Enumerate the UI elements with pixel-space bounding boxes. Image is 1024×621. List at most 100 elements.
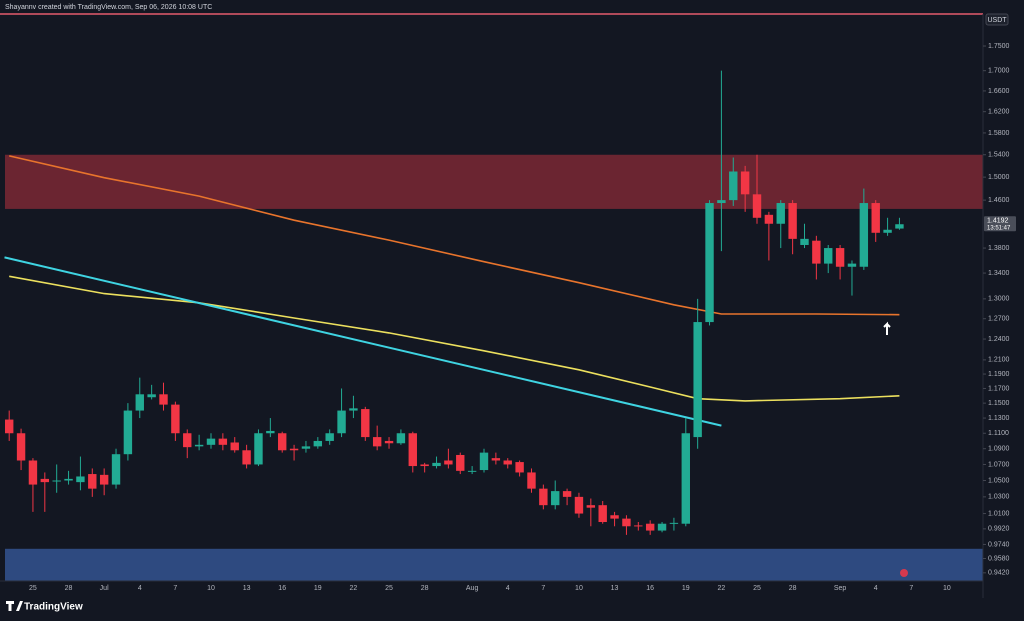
candle-body xyxy=(645,523,655,531)
candle-body xyxy=(278,433,287,451)
candle-body xyxy=(206,438,216,445)
y-tick-label: 1.3800 xyxy=(988,245,1010,252)
candle-body xyxy=(266,430,275,434)
price-axis: 1.7500 1.7000 1.6600 1.6200 1.5800 1.5400 1.50… xyxy=(983,43,1010,577)
candle-body xyxy=(230,442,239,451)
zone xyxy=(5,548,983,581)
candle-body xyxy=(171,404,180,434)
x-tick-label: 13 xyxy=(243,585,251,592)
event-icon xyxy=(900,569,908,577)
candle-body xyxy=(52,480,61,482)
candle-body xyxy=(337,410,346,434)
candle-body xyxy=(681,433,690,524)
x-tick-label: 16 xyxy=(278,585,286,592)
candle-body xyxy=(871,203,880,233)
candle-body xyxy=(467,470,477,472)
candle-body xyxy=(123,410,133,455)
candle-body xyxy=(551,491,560,506)
y-tick-label: 1.1300 xyxy=(988,415,1010,422)
attribution: Shayannv created with TradingView.com, S… xyxy=(5,4,212,11)
candle-body xyxy=(705,203,714,323)
y-tick-label: 1.0700 xyxy=(988,461,1010,468)
candle-body xyxy=(183,433,192,448)
candle-body xyxy=(111,454,121,485)
y-tick-label: 1.7000 xyxy=(988,68,1010,75)
candle-body xyxy=(242,450,251,465)
candle-body xyxy=(384,440,394,444)
x-tick-label: Aug xyxy=(466,585,479,592)
candle-body xyxy=(729,171,738,201)
y-tick-label: 1.5000 xyxy=(988,174,1010,181)
y-tick-label: 1.3400 xyxy=(988,270,1010,277)
time-axis: 25 28 Jul 4 7 10 13 16 19 22 25 28 Aug 4 7 10 13 16 19 22 25… xyxy=(29,585,951,592)
x-tick-label: 7 xyxy=(909,585,913,592)
candle-body xyxy=(64,478,73,481)
candle-body xyxy=(254,433,263,465)
candle-body xyxy=(586,505,596,508)
candle-body xyxy=(812,240,821,264)
candle-body xyxy=(218,438,228,445)
x-tick-label: 10 xyxy=(207,585,215,592)
x-tick-label: 22 xyxy=(718,585,726,592)
overlay-line xyxy=(4,256,722,427)
candle-body xyxy=(88,474,97,489)
currency: USDT xyxy=(987,17,1007,24)
candle-body xyxy=(491,458,501,461)
candle-body xyxy=(574,496,584,514)
candle-body xyxy=(788,203,797,239)
candle-body xyxy=(301,446,311,449)
x-tick-label: 22 xyxy=(350,585,358,592)
y-tick-label: 1.2700 xyxy=(988,316,1010,323)
candle-body xyxy=(539,488,548,506)
candles xyxy=(5,70,904,535)
candle-body xyxy=(859,203,869,267)
brand-logo: TradingView xyxy=(6,601,83,613)
y-tick-label: 1.0300 xyxy=(988,494,1010,501)
candle-body xyxy=(444,460,453,465)
x-tick-label: 25 xyxy=(385,585,393,592)
candle-body xyxy=(657,523,667,531)
x-tick-label: 25 xyxy=(753,585,761,592)
candle-body xyxy=(313,440,323,447)
y-tick-label: 1.1500 xyxy=(988,400,1010,407)
y-tick-label: 0.9420 xyxy=(988,570,1010,577)
x-tick-label: Sep xyxy=(834,585,847,592)
candle-body xyxy=(147,394,156,398)
candle-body xyxy=(420,464,429,467)
top-edge-line xyxy=(0,13,983,15)
arrow-annotation xyxy=(883,321,891,335)
overlay-line xyxy=(9,275,900,402)
y-tick-label: 1.7500 xyxy=(988,43,1010,50)
y-tick-label: 0.9740 xyxy=(988,541,1010,548)
countdown: 13:51:47 xyxy=(987,225,1011,231)
brand: TradingView xyxy=(24,602,83,613)
candle-body xyxy=(289,448,299,451)
logo-mark xyxy=(6,601,23,611)
y-tick-label: 1.1900 xyxy=(988,371,1010,378)
x-tick-label: Jul xyxy=(100,585,109,592)
candle-body xyxy=(776,203,785,224)
candle-body xyxy=(740,171,750,195)
candle-body xyxy=(159,394,168,405)
candle-body xyxy=(16,433,26,461)
candle-body xyxy=(325,433,334,441)
candle-body xyxy=(598,505,607,523)
y-tick-label: 0.9920 xyxy=(988,526,1010,533)
x-tick-label: 28 xyxy=(789,585,797,592)
y-tick-label: 1.6600 xyxy=(988,88,1010,95)
y-tick-label: 1.6200 xyxy=(988,109,1010,116)
candle-body xyxy=(515,462,524,473)
candle-body xyxy=(28,460,38,485)
candle-body xyxy=(847,263,857,267)
y-tick-label: 1.4600 xyxy=(988,197,1010,204)
y-tick-label: 0.9580 xyxy=(988,555,1010,562)
x-tick-label: 13 xyxy=(611,585,619,592)
candle-body xyxy=(800,238,809,245)
candle-body xyxy=(634,525,643,527)
x-tick-label: 10 xyxy=(575,585,583,592)
y-tick-label: 1.2400 xyxy=(988,336,1010,343)
candle-body xyxy=(717,200,726,204)
y-tick-label: 1.0500 xyxy=(988,477,1010,484)
